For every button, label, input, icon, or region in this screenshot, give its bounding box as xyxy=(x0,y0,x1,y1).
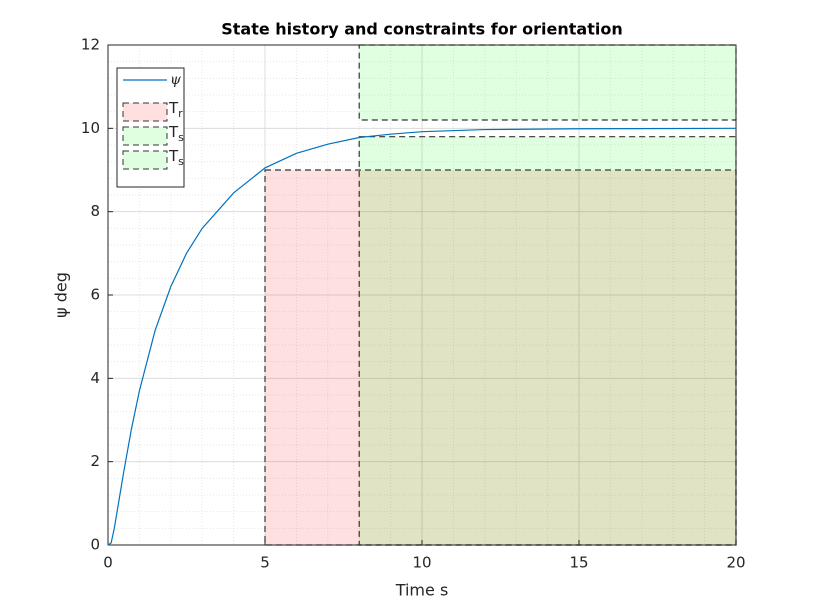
legend-label-sub: s xyxy=(178,155,184,168)
y-tick-label: 0 xyxy=(90,536,100,554)
legend-label-main: T xyxy=(168,123,179,141)
legend-label: ψ xyxy=(170,72,182,88)
x-axis-label: Time s xyxy=(395,581,449,600)
constraint-region xyxy=(264,169,737,546)
y-tick-label: 12 xyxy=(81,36,100,54)
legend-label-sub: r xyxy=(178,107,183,120)
x-tick-label: 20 xyxy=(726,554,745,572)
legend-label-main: T xyxy=(168,147,179,165)
x-tick-label: 0 xyxy=(103,554,113,572)
legend-swatch xyxy=(122,102,168,122)
legend-label: Ts xyxy=(168,123,184,145)
legend-label-main: T xyxy=(168,99,179,117)
y-tick-label: 10 xyxy=(81,119,100,137)
y-axis-label: ψ deg xyxy=(52,272,71,318)
legend-swatch xyxy=(122,126,168,146)
legend-label-sub: s xyxy=(178,131,184,144)
x-tick-label: 5 xyxy=(260,554,270,572)
legend-label: Tr xyxy=(168,99,183,121)
y-tick-label: 2 xyxy=(90,452,100,470)
chart-title: State history and constraints for orient… xyxy=(221,20,623,39)
legend-label: Ts xyxy=(168,147,184,169)
x-tick-label: 15 xyxy=(569,554,588,572)
y-tick-label: 4 xyxy=(90,369,100,387)
x-tick-label: 10 xyxy=(412,554,431,572)
y-tick-label: 6 xyxy=(90,286,100,304)
legend-swatch xyxy=(122,150,168,170)
y-tick-label: 8 xyxy=(90,202,100,220)
constraint-region xyxy=(358,136,737,546)
line-series xyxy=(107,127,737,546)
constraint-region xyxy=(358,44,737,121)
